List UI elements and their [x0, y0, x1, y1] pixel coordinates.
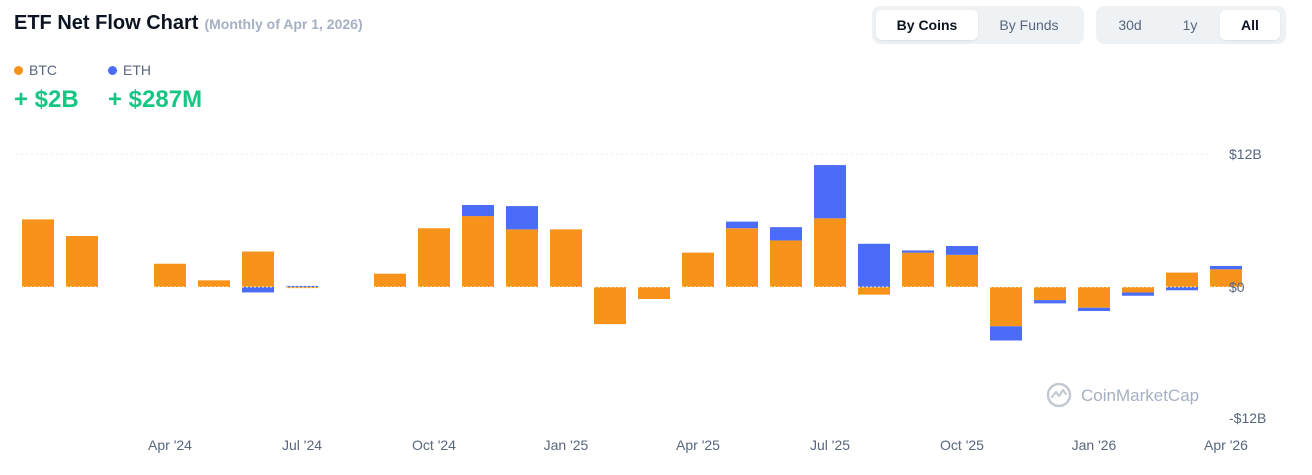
bar-btc[interactable] — [858, 287, 890, 295]
x-tick-label: Apr '26 — [1204, 437, 1248, 453]
by-funds-button[interactable]: By Funds — [999, 17, 1059, 33]
x-tick-label: Jan '26 — [1072, 437, 1117, 453]
bar-btc[interactable] — [814, 218, 846, 287]
bar-btc[interactable] — [594, 287, 626, 325]
bar-eth[interactable] — [902, 250, 934, 253]
x-tick-label: Apr '25 — [676, 437, 720, 453]
view-toggle: By Coins By Funds — [872, 6, 1084, 44]
bar-btc[interactable] — [638, 287, 670, 300]
y-tick-label: $12B — [1229, 146, 1262, 162]
bar-btc[interactable] — [242, 251, 274, 287]
legend-item-btc[interactable]: BTC + $2B — [14, 62, 108, 114]
x-axis: Apr '24 Jul '24 Oct '24 Jan '25 Apr '25 Jul '… — [148, 437, 1248, 453]
legend-value-btc: + $2B — [14, 86, 79, 113]
bar-eth[interactable] — [990, 326, 1022, 341]
y-tick-label: $0 — [1229, 279, 1245, 295]
bar-eth[interactable] — [770, 227, 802, 241]
watermark: CoinMarketCap — [1046, 382, 1199, 408]
legend-label-eth: ETH — [123, 62, 151, 78]
y-tick-label: -$12B — [1229, 410, 1266, 426]
bar-btc[interactable] — [66, 236, 98, 287]
y-axis: $12B $0 -$12B — [1229, 146, 1266, 426]
range-all-button[interactable]: All — [1220, 10, 1280, 40]
bar-eth[interactable] — [462, 204, 494, 217]
legend: BTC + $2B ETH + $287M — [14, 62, 202, 114]
bar-btc[interactable] — [154, 263, 186, 287]
x-tick-label: Jul '24 — [282, 437, 322, 453]
range-1y-button[interactable]: 1y — [1182, 17, 1198, 33]
bar-btc[interactable] — [22, 219, 54, 287]
chart-subtitle: (Monthly of Apr 1, 2026) — [204, 16, 363, 32]
x-tick-label: Jul '25 — [810, 437, 850, 453]
watermark-text: CoinMarketCap — [1081, 386, 1199, 405]
x-tick-label: Apr '24 — [148, 437, 192, 453]
x-tick-label: Oct '25 — [940, 437, 984, 453]
bar-btc[interactable] — [946, 254, 978, 287]
bar-btc[interactable] — [286, 287, 318, 289]
bar-eth[interactable] — [1034, 300, 1066, 304]
bar-eth[interactable] — [1210, 265, 1242, 270]
bar-btc[interactable] — [1122, 287, 1154, 293]
chart-title: ETF Net Flow Chart — [14, 12, 199, 34]
bar-eth[interactable] — [946, 245, 978, 255]
bar-btc[interactable] — [374, 273, 406, 287]
bar-btc[interactable] — [990, 287, 1022, 327]
range-30d-button[interactable]: 30d — [1118, 17, 1142, 33]
legend-label-btc: BTC — [29, 62, 57, 78]
legend-item-eth[interactable]: ETH + $287M — [108, 62, 202, 114]
bar-btc[interactable] — [418, 228, 450, 287]
bar-btc[interactable] — [198, 280, 230, 287]
bar-eth[interactable] — [858, 243, 890, 287]
eth-dot-icon — [108, 65, 117, 75]
bar-btc[interactable] — [770, 240, 802, 287]
bar-eth[interactable] — [814, 165, 846, 219]
x-tick-label: Oct '24 — [412, 437, 456, 453]
bar-btc[interactable] — [902, 252, 934, 287]
bar-eth[interactable] — [506, 206, 538, 230]
bar-btc[interactable] — [682, 252, 714, 287]
bar-eth[interactable] — [1078, 307, 1110, 312]
bar-eth[interactable] — [242, 287, 274, 293]
by-coins-button[interactable]: By Coins — [876, 10, 978, 40]
bar-btc[interactable] — [506, 229, 538, 287]
btc-dot-icon — [14, 65, 23, 75]
bar-btc[interactable] — [462, 216, 494, 287]
bar-btc[interactable] — [1078, 287, 1110, 308]
legend-value-eth: + $287M — [108, 86, 203, 113]
bar-eth[interactable] — [1166, 287, 1198, 291]
bar-eth[interactable] — [286, 285, 318, 287]
bar-btc[interactable] — [1034, 287, 1066, 301]
x-tick-label: Jan '25 — [544, 437, 589, 453]
bar-eth[interactable] — [1122, 292, 1154, 296]
bar-btc[interactable] — [1210, 269, 1242, 287]
coinmarketcap-logo-icon — [1046, 382, 1072, 408]
bars-layer — [22, 165, 1242, 341]
bar-eth[interactable] — [726, 221, 758, 229]
bar-btc[interactable] — [1166, 272, 1198, 287]
range-toggle: 30d 1y All — [1096, 6, 1286, 44]
chart-header: ETF Net Flow Chart (Monthly of Apr 1, 20… — [14, 12, 363, 35]
bar-btc[interactable] — [726, 228, 758, 287]
bar-btc[interactable] — [550, 229, 582, 287]
